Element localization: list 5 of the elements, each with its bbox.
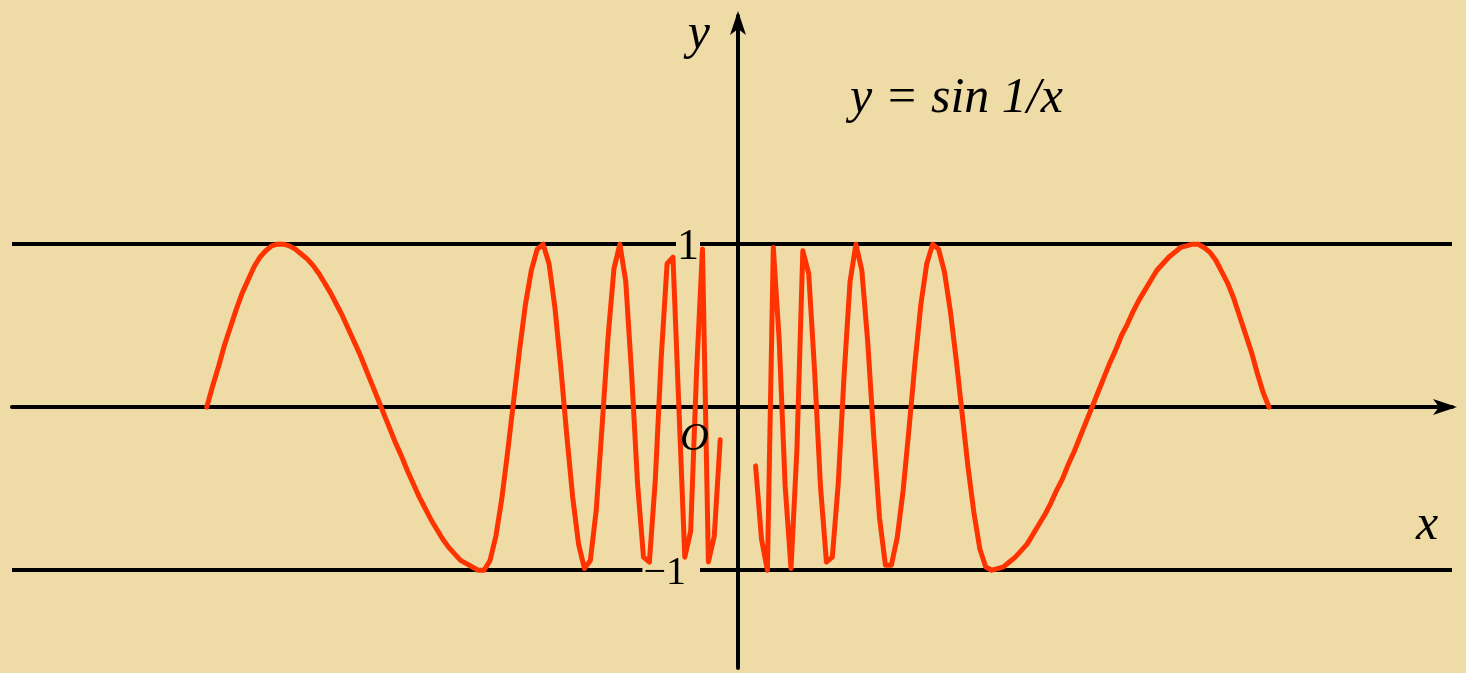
annotation: y = sin 1/x [845, 67, 1063, 123]
y-tick-label: 1 [677, 219, 699, 269]
y-tick-label: −1 [643, 547, 686, 593]
x-axis-title: x [1415, 494, 1439, 551]
y-axis-title: y [682, 3, 711, 59]
